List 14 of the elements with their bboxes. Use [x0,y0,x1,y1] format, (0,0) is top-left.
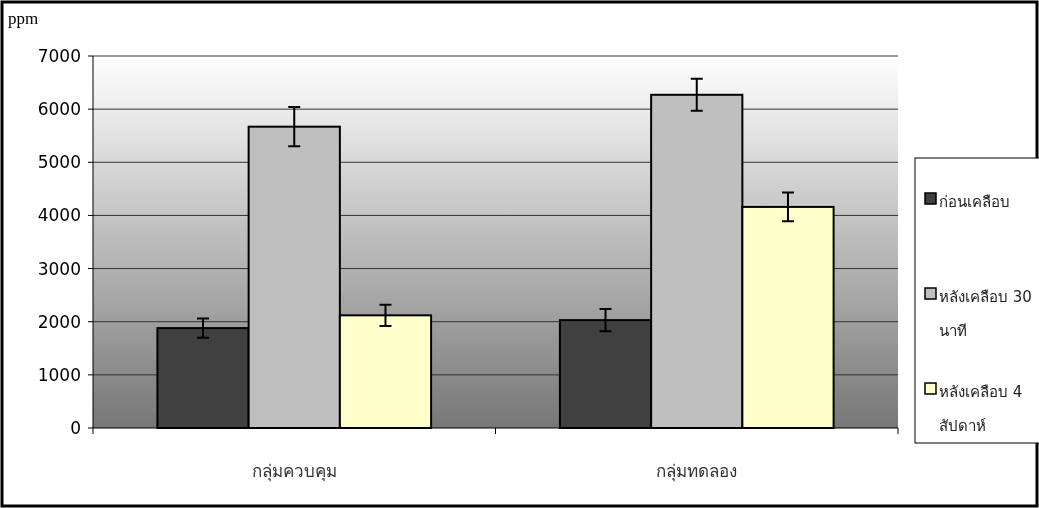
y-tick-label: 6000 [37,99,81,120]
y-tick-label: 4000 [37,205,81,226]
legend-label: ก่อนเคลือบ [939,193,1010,211]
x-tick-label: กลุ่มทดลอง [656,461,738,482]
x-tick-label: กลุ่มควบคุม [251,461,337,482]
y-axis-title: ppm [8,9,39,28]
legend-label: หลังเคลือบ 30 นาที [939,288,1032,340]
y-tick-label: 1000 [37,364,81,385]
y-tick-label: 0 [70,418,81,438]
y-tick-label: 7000 [37,46,81,66]
legend-label: หลังเคลือบ 4 สัปดาห์ [939,383,1023,435]
y-tick-label: 3000 [37,258,81,279]
y-tick-label: 2000 [37,311,81,332]
y-tick-label: 5000 [37,152,81,173]
